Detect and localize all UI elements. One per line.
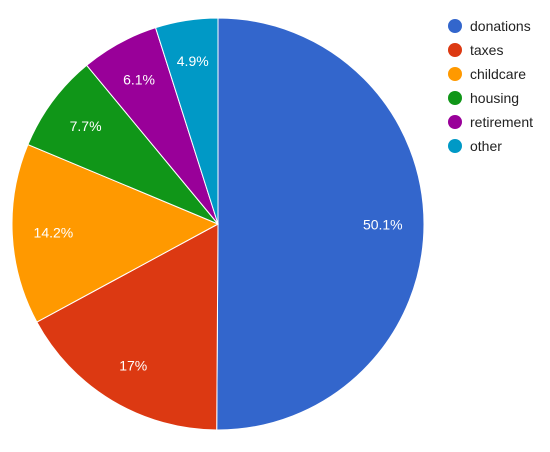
pie-slice-taxes[interactable] xyxy=(36,223,219,431)
pie-slices xyxy=(11,17,425,431)
legend-label-donations: donations xyxy=(470,18,531,34)
legend-item-childcare[interactable]: childcare xyxy=(448,66,526,82)
slice-labels: 50.1% 17% 14.2% 7.7% 6.1% 4.9% xyxy=(34,53,403,373)
legend-swatch-retirement xyxy=(448,115,462,129)
slice-label-housing: 7.7% xyxy=(70,118,102,134)
legend-swatch-childcare xyxy=(448,67,462,81)
legend-swatch-housing xyxy=(448,91,462,105)
legend-item-donations[interactable]: donations xyxy=(448,18,531,34)
legend-label-taxes: taxes xyxy=(470,42,503,58)
pie-slice-childcare[interactable] xyxy=(11,143,220,323)
slice-label-retirement: 6.1% xyxy=(123,71,155,87)
slice-label-taxes: 17% xyxy=(119,357,147,373)
legend-item-retirement[interactable]: retirement xyxy=(448,114,533,130)
pie-slice-housing[interactable] xyxy=(27,64,219,225)
slice-label-donations: 50.1% xyxy=(363,217,403,233)
legend-label-childcare: childcare xyxy=(470,66,526,82)
legend-swatch-donations xyxy=(448,19,462,33)
legend-swatch-taxes xyxy=(448,43,462,57)
pie-slice-donations[interactable] xyxy=(216,17,425,431)
legend-label-retirement: retirement xyxy=(470,114,533,130)
legend-item-housing[interactable]: housing xyxy=(448,90,519,106)
legend-swatch-other xyxy=(448,139,462,153)
pie-slice-other[interactable] xyxy=(154,17,219,225)
legend-item-taxes[interactable]: taxes xyxy=(448,42,503,58)
slice-label-childcare: 14.2% xyxy=(34,224,74,240)
legend-item-other[interactable]: other xyxy=(448,138,502,154)
slice-label-other: 4.9% xyxy=(177,53,209,69)
legend-label-other: other xyxy=(470,138,502,154)
legend[interactable]: donations taxes childcare housing retirement… xyxy=(448,18,533,154)
legend-label-housing: housing xyxy=(470,90,519,106)
